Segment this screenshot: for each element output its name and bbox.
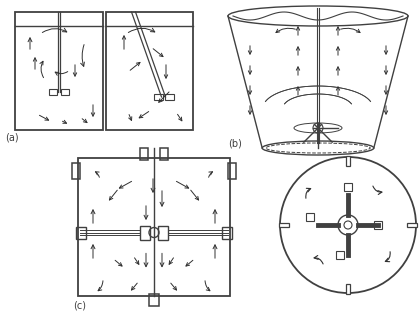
Bar: [160, 148, 168, 160]
Bar: [336, 251, 344, 259]
Bar: [344, 183, 352, 191]
Polygon shape: [346, 284, 350, 294]
Bar: [106, 12, 193, 130]
Bar: [140, 148, 148, 160]
Bar: [158, 226, 168, 239]
Bar: [153, 94, 163, 100]
Text: (c): (c): [73, 300, 86, 310]
Bar: [61, 89, 69, 95]
Bar: [149, 294, 159, 306]
Bar: [15, 12, 103, 130]
Bar: [374, 221, 382, 229]
Polygon shape: [346, 156, 350, 166]
Bar: [72, 163, 80, 179]
Bar: [78, 158, 230, 296]
Text: (b): (b): [228, 138, 242, 148]
Bar: [140, 226, 150, 239]
Bar: [306, 213, 314, 221]
Polygon shape: [407, 223, 417, 227]
Text: (a): (a): [5, 132, 18, 142]
Bar: [49, 89, 57, 95]
Bar: [165, 94, 173, 100]
Bar: [76, 226, 86, 238]
Bar: [228, 163, 236, 179]
Bar: [222, 226, 232, 238]
Polygon shape: [279, 223, 289, 227]
